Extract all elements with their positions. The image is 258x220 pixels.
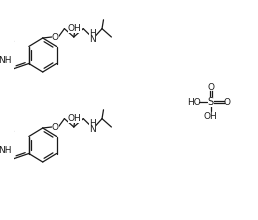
Text: NH: NH xyxy=(0,56,12,65)
Text: NH: NH xyxy=(0,146,12,155)
Text: O: O xyxy=(52,33,59,42)
Text: HO: HO xyxy=(187,97,201,106)
Text: S: S xyxy=(208,97,214,107)
Text: OH: OH xyxy=(68,24,82,33)
Text: OH: OH xyxy=(68,114,82,123)
Text: OH: OH xyxy=(204,112,218,121)
Text: N: N xyxy=(89,35,96,44)
Text: N: N xyxy=(89,125,96,134)
Text: H: H xyxy=(89,119,96,128)
Text: O: O xyxy=(207,82,214,92)
Text: H: H xyxy=(89,29,96,37)
Text: O: O xyxy=(52,123,59,132)
Text: O: O xyxy=(223,97,230,106)
